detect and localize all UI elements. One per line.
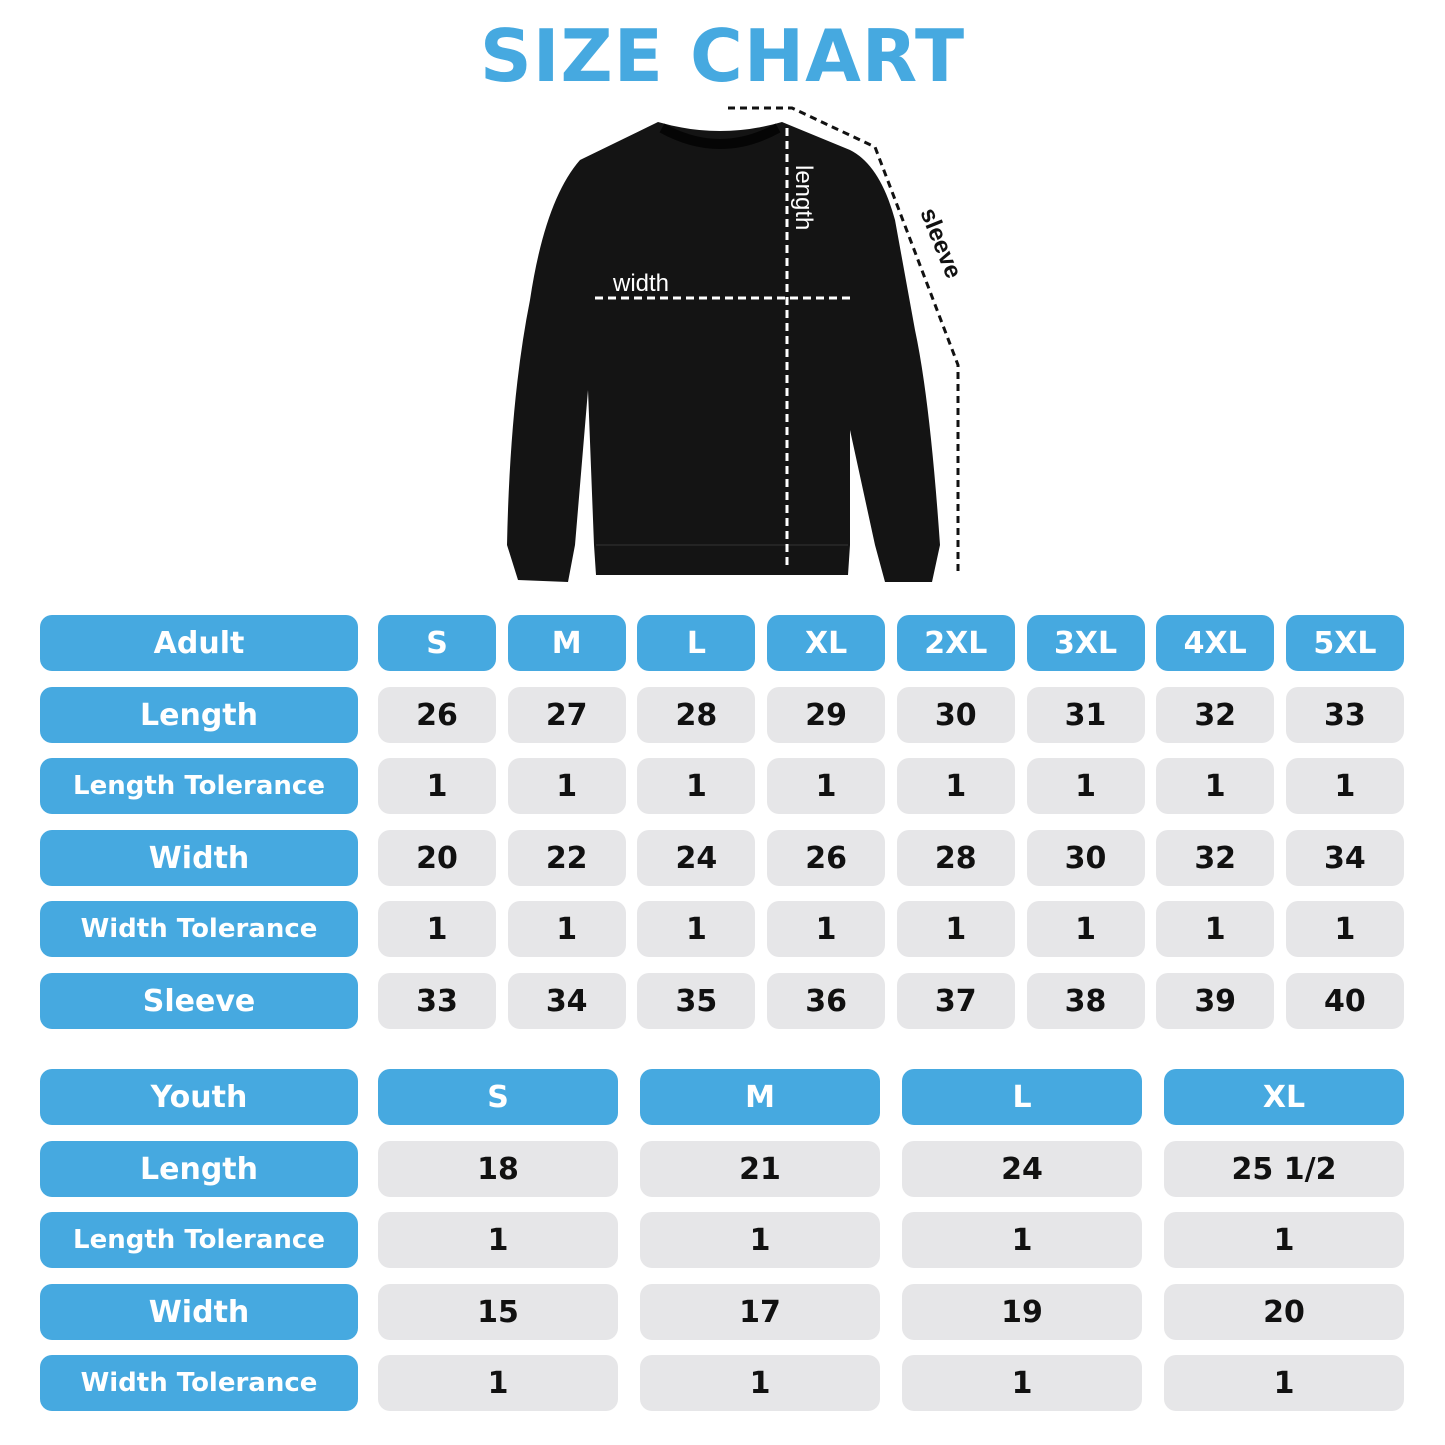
table-cell: 19 [902,1284,1142,1340]
table-cell: 31 [1026,687,1145,743]
table-cell: 35 [637,973,756,1029]
table-cell: 24 [902,1141,1142,1197]
row-label-width: Width [40,1284,358,1340]
table-cell: 1 [1285,758,1404,814]
table-cell: 1 [767,758,886,814]
sweatshirt-image [507,122,940,582]
table-cell: 1 [378,1212,618,1268]
table-cell: 1 [507,901,626,957]
table-cell: 26 [378,687,496,743]
size-header-m: M [507,615,626,671]
table-cell: 27 [507,687,626,743]
table-cell: 34 [1285,830,1404,886]
row-label-width-tolerance: Width Tolerance [40,901,358,957]
table-cell: 1 [902,1212,1142,1268]
table-cell: 15 [378,1284,618,1340]
table-cell: 39 [1156,973,1275,1029]
size-header-xl: XL [767,615,886,671]
table-cell: 20 [1164,1284,1404,1340]
table-cell: 1 [896,758,1015,814]
table-cell: 1 [637,758,756,814]
sleeve-measure-line [728,106,960,575]
table-cell: 30 [1026,830,1145,886]
table-cell: 1 [1164,1355,1404,1411]
table-cell: 1 [767,901,886,957]
size-header-5xl: 5XL [1285,615,1404,671]
table-cell: 1 [896,901,1015,957]
table-cell: 33 [1285,687,1404,743]
table-cell: 32 [1156,687,1275,743]
table-cell: 1 [1285,901,1404,957]
row-label-length: Length [40,687,358,743]
table-cell: 1 [378,1355,618,1411]
size-header-m: M [640,1069,880,1125]
table-cell: 34 [507,973,626,1029]
table-cell: 17 [640,1284,880,1340]
size-header-s: S [378,615,496,671]
table-cell: 1 [640,1212,880,1268]
page-title: SIZE CHART [479,14,966,98]
table-cell: 40 [1285,973,1404,1029]
sweatshirt-measurement-diagram: width length sleeve [507,106,967,582]
size-header-xl: XL [1164,1069,1404,1125]
table-cell: 1 [507,758,626,814]
adult-header-label: Adult [40,615,358,671]
table-cell: 1 [378,901,496,957]
table-cell: 29 [767,687,886,743]
table-cell: 1 [1164,1212,1404,1268]
table-cell: 33 [378,973,496,1029]
table-cell: 22 [507,830,626,886]
youth-header-label: Youth [40,1069,358,1125]
table-cell: 24 [637,830,756,886]
table-cell: 1 [1156,901,1275,957]
table-cell: 30 [896,687,1015,743]
table-cell: 18 [378,1141,618,1197]
table-cell: 1 [378,758,496,814]
table-cell: 1 [1156,758,1275,814]
size-header-s: S [378,1069,618,1125]
table-cell: 1 [637,901,756,957]
table-cell: 38 [1026,973,1145,1029]
size-header-4xl: 4XL [1156,615,1275,671]
table-cell: 26 [767,830,886,886]
table-cell: 1 [640,1355,880,1411]
row-label-width: Width [40,830,358,886]
table-cell: 1 [902,1355,1142,1411]
table-cell: 21 [640,1141,880,1197]
size-header-3xl: 3XL [1026,615,1145,671]
row-label-width-tolerance: Width Tolerance [40,1355,358,1411]
table-cell: 36 [767,973,886,1029]
row-label-length-tolerance: Length Tolerance [40,758,358,814]
row-label-length-tolerance: Length Tolerance [40,1212,358,1268]
table-cell: 1 [1026,901,1145,957]
table-cell: 37 [896,973,1015,1029]
size-header-l: L [637,615,756,671]
table-cell: 25 1/2 [1164,1141,1404,1197]
length-label: length [790,165,817,230]
table-cell: 20 [378,830,496,886]
row-label-sleeve: Sleeve [40,973,358,1029]
table-cell: 32 [1156,830,1275,886]
row-label-length: Length [40,1141,358,1197]
table-cell: 28 [896,830,1015,886]
table-cell: 28 [637,687,756,743]
width-label: width [612,270,669,297]
size-header-l: L [902,1069,1142,1125]
table-cell: 1 [1026,758,1145,814]
size-header-2xl: 2XL [896,615,1015,671]
